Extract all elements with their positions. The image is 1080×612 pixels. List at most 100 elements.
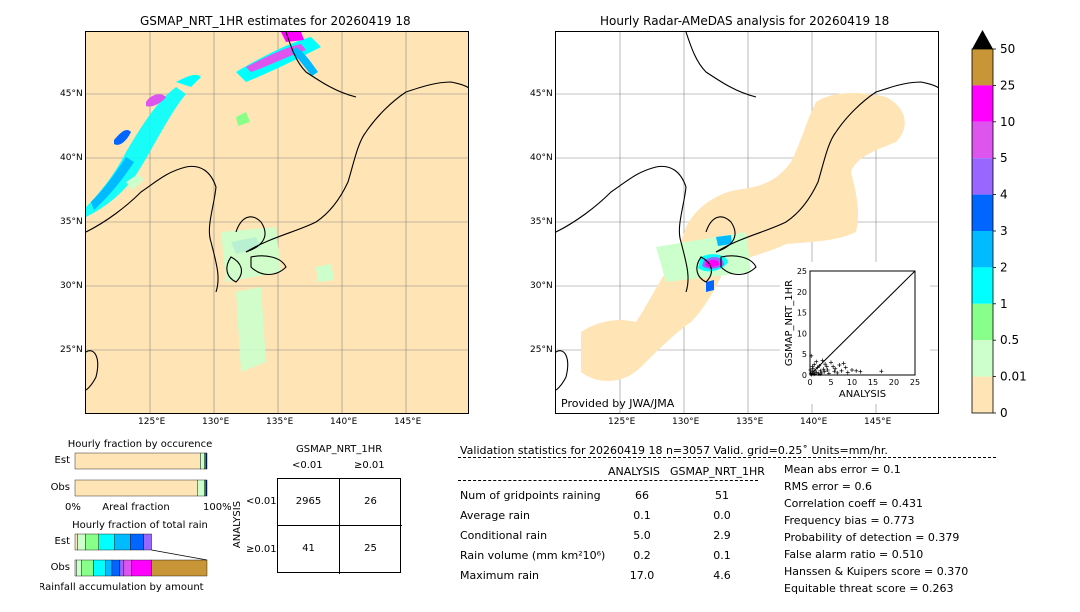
scatter-point (822, 369, 827, 374)
score-line: Probability of detection = 0.379 (784, 531, 960, 544)
scatter-xtick: 5 (828, 378, 833, 387)
contingency-header: GSMAP_NRT_1HR (296, 444, 383, 455)
left-lat-tick: 25°N (60, 345, 83, 355)
contingency-col-ge: ≥0.01 (354, 460, 385, 471)
total-rain-bar-segment (131, 559, 152, 577)
validation-row-gsmap: 0.0 (713, 509, 731, 522)
validation-col-analysis: ANALYSIS (608, 465, 660, 478)
colorbar-label: 4 (1000, 188, 1008, 202)
score-line: Mean abs error = 0.1 (784, 463, 901, 476)
right-lat-tick: 40°N (530, 153, 553, 163)
total-rain-bar-segment (77, 533, 86, 551)
score-line: Frequency bias = 0.773 (784, 514, 915, 527)
scatter-xlabel: ANALYSIS (839, 389, 886, 400)
scatter-point (833, 366, 838, 371)
colorbar-segment (972, 158, 993, 195)
scatter-point (812, 362, 817, 367)
occurrence-axis-min: 0% (65, 502, 81, 513)
scatter-point (843, 365, 848, 370)
scatter-point (841, 361, 846, 366)
scatter-point (810, 366, 815, 371)
right-lon-tick: 130°E (672, 417, 700, 427)
total-rain-bar-segment (85, 533, 99, 551)
total-rain-bar-segment (130, 533, 144, 551)
contingency-table: GSMAP_NRT_1HR <0.01 ≥0.01 ANALYSIS <0.01… (232, 444, 414, 579)
colorbar-segment (972, 231, 993, 268)
total-rain-bar-segment (98, 533, 115, 551)
colorbar-label: 10 (1000, 115, 1015, 129)
colorbar-segment (972, 194, 993, 231)
total-rain-category: Est (55, 536, 71, 547)
scatter-point (810, 364, 815, 369)
scatter-point (832, 369, 837, 374)
scatter-point (818, 368, 823, 373)
left-lat-tick: 40°N (60, 153, 83, 163)
validation-row-label: Conditional rain (460, 529, 548, 542)
score-line: Equitable threat score = 0.263 (784, 582, 954, 595)
colorbar-label: 0 (1000, 406, 1008, 418)
scatter-diagonal (809, 270, 916, 376)
left-lon-tick: 130°E (202, 417, 230, 427)
total-rain-bar-segment (93, 559, 106, 577)
right-lon-tick: 140°E (800, 417, 828, 427)
occurrence-category: Obs (51, 482, 70, 493)
colorbar-label: 1 (1000, 297, 1008, 311)
scatter-ytick: 0 (802, 371, 807, 380)
left-lat-tick: 30°N (60, 281, 83, 291)
colorbar-label: 2 (1000, 260, 1008, 274)
contingency-cell: 41 (302, 543, 315, 554)
total-rain-bar-segment (143, 533, 152, 551)
scatter-point (814, 359, 819, 364)
right-lat-tick: 45°N (530, 89, 553, 99)
scatter-point (811, 371, 816, 376)
right-map-title: Hourly Radar-AMeDAS analysis for 2026041… (600, 14, 890, 28)
total-rain-bar-segment (123, 559, 132, 577)
scatter-ytick: 5 (802, 350, 807, 359)
right-lon-tick: 135°E (736, 417, 764, 427)
validation-row-analysis: 66 (635, 489, 649, 502)
validation-row-label: Maximum rain (460, 569, 539, 582)
validation-header: Validation statistics for 20260419 18 n=… (460, 444, 888, 457)
scatter-ytick: 15 (797, 309, 807, 318)
scatter-xtick: 20 (889, 378, 899, 387)
occurrence-title: Hourly fraction by occurence (68, 439, 212, 450)
contingency-cell: 25 (364, 543, 377, 554)
validation-col-gsmap: GSMAP_NRT_1HR (670, 465, 765, 478)
scatter-ytick: 10 (797, 329, 807, 338)
scatter-point (809, 372, 814, 377)
validation-row-gsmap: 0.1 (713, 549, 731, 562)
scatter-point (817, 363, 822, 368)
validation-row-analysis: 0.1 (633, 509, 651, 522)
left-rain-field (86, 32, 334, 372)
occurrence-bar-segment (74, 479, 198, 497)
colorbar-label: 25 (1000, 78, 1015, 92)
colorbar-label: 0.01 (1000, 370, 1027, 384)
score-line: RMS error = 0.6 (784, 480, 872, 493)
right-lon-tick: 145°E (864, 417, 892, 427)
right-map-credit: Provided by JWA/JMA (561, 397, 675, 410)
right-rain-field (656, 232, 751, 292)
scatter-xtick: 0 (807, 378, 812, 387)
right-coastlines (556, 32, 938, 391)
scatter-point (829, 360, 833, 365)
scatter-point (837, 363, 842, 368)
left-lon-tick: 145°E (394, 417, 422, 427)
colorbar-label: 5 (1000, 151, 1008, 165)
right-lat-tick: 35°N (530, 217, 553, 227)
total-rain-connector (151, 549, 208, 561)
validation-row-gsmap: 2.9 (713, 529, 731, 542)
scatter-ytick: 25 (797, 267, 807, 276)
scatter-xtick: 25 (910, 378, 920, 387)
scatter-point (820, 358, 825, 363)
total-rain-bar-segment (76, 559, 82, 577)
fraction-bars: Hourly fraction by occurence Est Obs 0% 100%… (38, 439, 231, 593)
validation-row-gsmap: 51 (715, 489, 729, 502)
colorbar-segment (972, 340, 993, 377)
left-map (85, 31, 469, 414)
colorbar-extend-arrow (972, 30, 993, 49)
occurrence-bar-segment (74, 452, 201, 470)
scatter-point (879, 369, 884, 374)
total-rain-bar-segment (114, 533, 131, 551)
scatter-point (850, 368, 854, 373)
occurrence-category: Est (55, 455, 71, 466)
